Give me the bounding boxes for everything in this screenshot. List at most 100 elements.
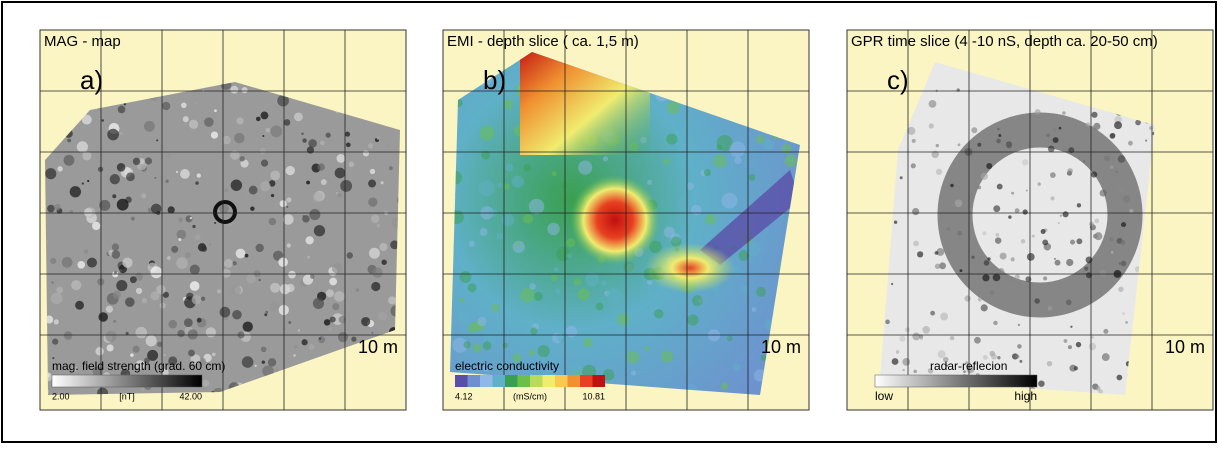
texture bbox=[1008, 215, 1011, 218]
texture bbox=[749, 174, 756, 181]
texture bbox=[246, 274, 256, 284]
texture bbox=[319, 337, 321, 339]
texture bbox=[1048, 146, 1055, 153]
texture bbox=[105, 331, 116, 342]
texture bbox=[224, 259, 233, 268]
texture bbox=[1118, 287, 1123, 292]
legend-swatch bbox=[580, 375, 593, 387]
texture bbox=[935, 264, 940, 269]
texture bbox=[326, 289, 334, 297]
texture bbox=[388, 296, 396, 304]
texture bbox=[356, 288, 359, 291]
texture bbox=[54, 319, 59, 324]
texture bbox=[722, 193, 738, 209]
texture bbox=[118, 106, 126, 114]
texture bbox=[71, 280, 81, 290]
texture bbox=[1089, 222, 1094, 227]
texture bbox=[596, 303, 604, 311]
texture bbox=[189, 120, 198, 129]
texture bbox=[195, 181, 198, 184]
texture bbox=[977, 143, 981, 147]
texture bbox=[981, 173, 988, 180]
texture bbox=[1122, 312, 1125, 315]
texture bbox=[984, 260, 990, 266]
texture bbox=[163, 354, 165, 356]
texture bbox=[686, 182, 693, 189]
texture bbox=[469, 241, 475, 247]
legend-unit: [nT] bbox=[119, 391, 135, 401]
texture bbox=[1000, 253, 1007, 260]
texture bbox=[336, 154, 345, 163]
texture bbox=[288, 271, 296, 279]
texture bbox=[993, 274, 1001, 282]
texture bbox=[125, 297, 135, 307]
texture bbox=[1104, 156, 1110, 162]
texture bbox=[900, 176, 903, 179]
legend-unit: (mS/cm) bbox=[513, 391, 547, 401]
texture bbox=[512, 176, 524, 188]
texture bbox=[184, 318, 193, 327]
texture bbox=[192, 225, 195, 228]
texture bbox=[222, 136, 231, 145]
texture bbox=[351, 337, 356, 342]
texture bbox=[1123, 195, 1131, 203]
texture bbox=[206, 327, 216, 337]
scale-label: 10 m bbox=[1165, 337, 1205, 357]
texture bbox=[555, 288, 561, 294]
texture bbox=[249, 186, 258, 195]
texture bbox=[379, 243, 387, 251]
texture bbox=[330, 316, 336, 322]
texture bbox=[133, 158, 140, 165]
texture bbox=[603, 156, 608, 161]
texture bbox=[1059, 127, 1062, 130]
texture bbox=[318, 163, 325, 170]
texture bbox=[756, 287, 766, 297]
texture bbox=[162, 102, 170, 110]
texture bbox=[151, 204, 161, 214]
texture bbox=[692, 295, 703, 306]
texture bbox=[264, 313, 267, 316]
texture bbox=[50, 258, 56, 264]
texture bbox=[1050, 196, 1054, 200]
texture bbox=[349, 162, 355, 168]
texture bbox=[260, 148, 266, 154]
texture bbox=[302, 215, 309, 222]
panel-letter: b) bbox=[483, 65, 506, 95]
texture bbox=[286, 197, 291, 202]
texture bbox=[47, 205, 55, 213]
texture bbox=[1006, 143, 1012, 149]
texture bbox=[51, 281, 54, 284]
texture bbox=[87, 180, 89, 182]
legend-swatch bbox=[530, 375, 543, 387]
texture bbox=[313, 298, 324, 309]
texture bbox=[51, 292, 63, 304]
texture bbox=[168, 320, 177, 329]
texture bbox=[756, 135, 765, 144]
texture bbox=[1103, 329, 1108, 334]
texture bbox=[601, 280, 607, 286]
texture bbox=[958, 143, 961, 146]
texture bbox=[92, 222, 100, 230]
texture bbox=[1109, 133, 1115, 139]
texture bbox=[567, 253, 572, 258]
texture bbox=[381, 260, 386, 265]
scale-label: 10 m bbox=[358, 337, 398, 357]
texture bbox=[232, 310, 242, 320]
texture bbox=[468, 283, 477, 292]
texture bbox=[946, 227, 950, 231]
texture bbox=[1015, 208, 1020, 213]
texture bbox=[459, 271, 471, 283]
texture bbox=[52, 339, 58, 345]
texture bbox=[116, 280, 127, 291]
texture bbox=[911, 163, 916, 168]
panel-letter: c) bbox=[887, 65, 909, 95]
texture bbox=[1042, 239, 1048, 245]
texture bbox=[224, 188, 228, 192]
texture bbox=[912, 139, 916, 143]
panel-title: MAG - map bbox=[44, 33, 121, 50]
texture bbox=[368, 198, 377, 207]
texture bbox=[150, 266, 162, 278]
texture bbox=[642, 297, 651, 306]
texture bbox=[106, 306, 113, 313]
texture bbox=[268, 358, 276, 366]
